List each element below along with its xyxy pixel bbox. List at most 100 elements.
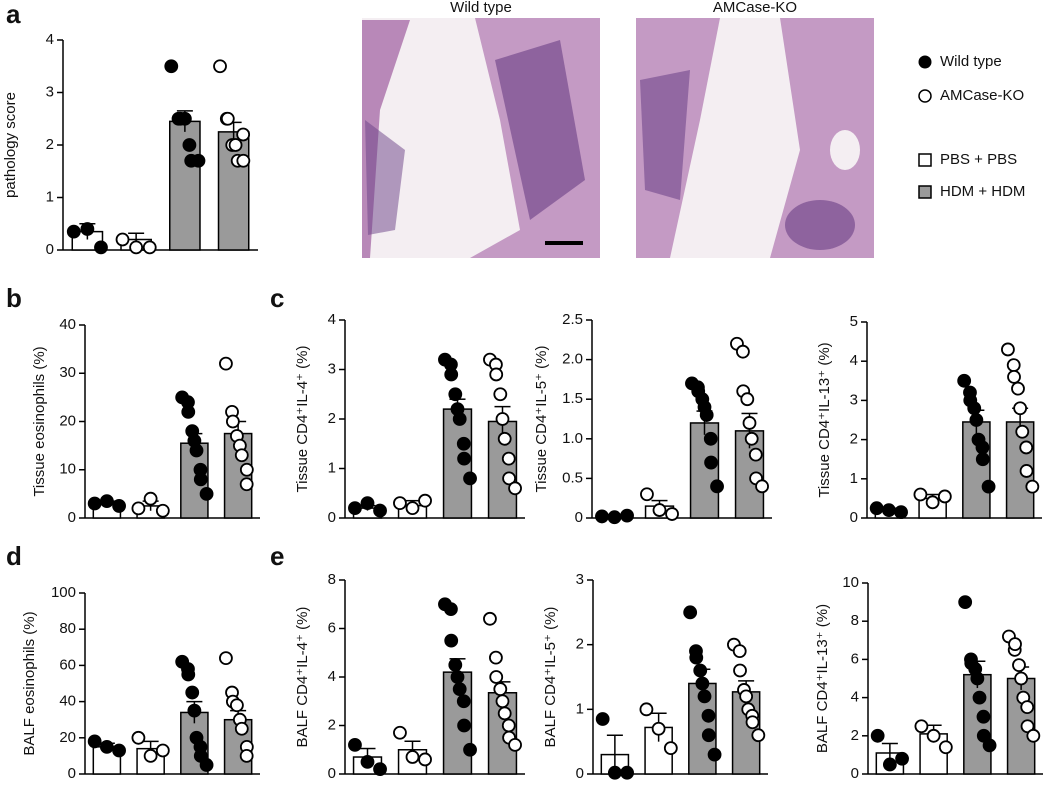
data-point (958, 595, 973, 609)
data-point (748, 447, 763, 462)
data-point (1012, 658, 1026, 673)
y-tick-label: 20 (59, 729, 76, 746)
y-tick-label: 2 (328, 410, 336, 427)
chart: 0 1 2 3 4 Tissue CD4⁺IL-4⁺ (%) (294, 311, 525, 526)
data-point (393, 725, 407, 740)
chart: 0 0.5 1.0 1.5 2.0 2.5 Tissue CD4⁺IL-5⁺ (%) (533, 311, 772, 526)
data-point (710, 479, 724, 494)
data-point (895, 751, 909, 766)
data-point (489, 670, 504, 684)
data-point (448, 657, 463, 672)
data-point (230, 698, 244, 713)
legend-marker (918, 185, 932, 199)
y-tick-label: 0 (851, 765, 859, 782)
data-point (1001, 342, 1015, 357)
data-point (373, 762, 387, 777)
chart: 0 10 20 30 40 Tissue eosinophils (%) (31, 316, 260, 526)
y-tick-label: 3 (850, 391, 858, 408)
chart: 0 1 2 3 BALF CD4⁺IL-5⁺ (%) (542, 571, 768, 782)
data-point (1013, 401, 1028, 416)
y-tick-label: 1.5 (562, 390, 583, 407)
data-point (982, 738, 997, 753)
y-tick-label: 10 (842, 574, 859, 591)
data-point (189, 443, 204, 458)
y-tick-label: 2 (328, 716, 336, 733)
y-tick-label: 6 (328, 619, 336, 636)
y-tick-label: 3 (328, 360, 336, 377)
tissue (640, 70, 690, 200)
data-point (699, 408, 714, 422)
data-point (191, 153, 206, 168)
data-point (452, 682, 467, 697)
y-tick-label: 2.5 (562, 311, 583, 328)
legend-marker (918, 89, 932, 103)
data-point (607, 765, 622, 780)
data-point (228, 138, 243, 152)
y-axis-label: BALF eosinophils (%) (21, 611, 38, 755)
histology-wild-type: Wild type (362, 0, 600, 258)
data-point (701, 728, 716, 743)
y-tick-label: 100 (51, 584, 76, 601)
tissue (495, 40, 585, 220)
data-point (1026, 728, 1041, 743)
y-tick-label: 5 (850, 313, 858, 330)
legend-label: Wild type (940, 53, 1002, 70)
data-point (639, 702, 654, 717)
data-point (187, 703, 202, 718)
panel-label: e (270, 541, 284, 571)
y-tick-label: 0 (850, 509, 858, 526)
y-tick-label: 0 (46, 241, 54, 258)
data-point (444, 367, 459, 382)
data-point (733, 663, 747, 678)
data-point (1007, 369, 1021, 384)
data-point (1019, 440, 1034, 455)
chart: 0 1 2 3 4 Inflammationpathology score (0, 31, 258, 258)
data-point (651, 721, 666, 736)
data-point (177, 111, 192, 126)
data-point (220, 111, 235, 126)
data-point (1008, 637, 1022, 652)
data-point (607, 510, 622, 525)
panel-label: c (270, 283, 284, 313)
data-point (239, 462, 254, 477)
y-axis-label: Tissue CD4⁺IL-5⁺ (%) (533, 346, 550, 493)
data-point (1015, 424, 1030, 439)
data-point (665, 507, 679, 521)
y-axis-label: Tissue eosinophils (%) (31, 346, 48, 496)
data-point (976, 709, 991, 724)
data-point (1006, 358, 1021, 373)
data-point (239, 749, 254, 763)
y-tick-label: 80 (59, 620, 76, 637)
y-tick-label: 0.5 (562, 469, 583, 486)
y-tick-label: 4 (850, 352, 858, 369)
data-point (497, 706, 512, 721)
data-point (683, 605, 698, 620)
data-point (112, 743, 126, 758)
legend-marker (918, 153, 932, 167)
y-axis-label: BALF CD4⁺IL-5⁺ (%) (542, 607, 559, 748)
data-point (155, 503, 170, 518)
y-tick-label: 1 (850, 470, 858, 487)
data-point (704, 455, 718, 470)
data-point (181, 667, 196, 682)
data-point (663, 741, 678, 756)
y-tick-label: 1 (46, 188, 54, 205)
data-point (185, 685, 200, 700)
data-point (640, 487, 654, 502)
data-point (405, 750, 420, 764)
data-point (143, 749, 158, 763)
data-point (1011, 381, 1025, 396)
data-point (969, 413, 984, 427)
data-point (99, 739, 114, 754)
y-axis-label: Tissue CD4⁺IL-13⁺ (%) (816, 342, 833, 497)
y-tick-label: 2 (850, 431, 858, 448)
data-point (742, 416, 757, 430)
data-point (925, 495, 940, 510)
data-point (199, 758, 214, 772)
histology-amcase-ko: AMCase-KO (636, 0, 874, 258)
y-tick-label: 2 (851, 727, 859, 744)
data-point (155, 743, 170, 758)
legend-label: HDM + HDM (940, 183, 1025, 200)
data-point (595, 712, 610, 726)
data-point (913, 487, 928, 502)
